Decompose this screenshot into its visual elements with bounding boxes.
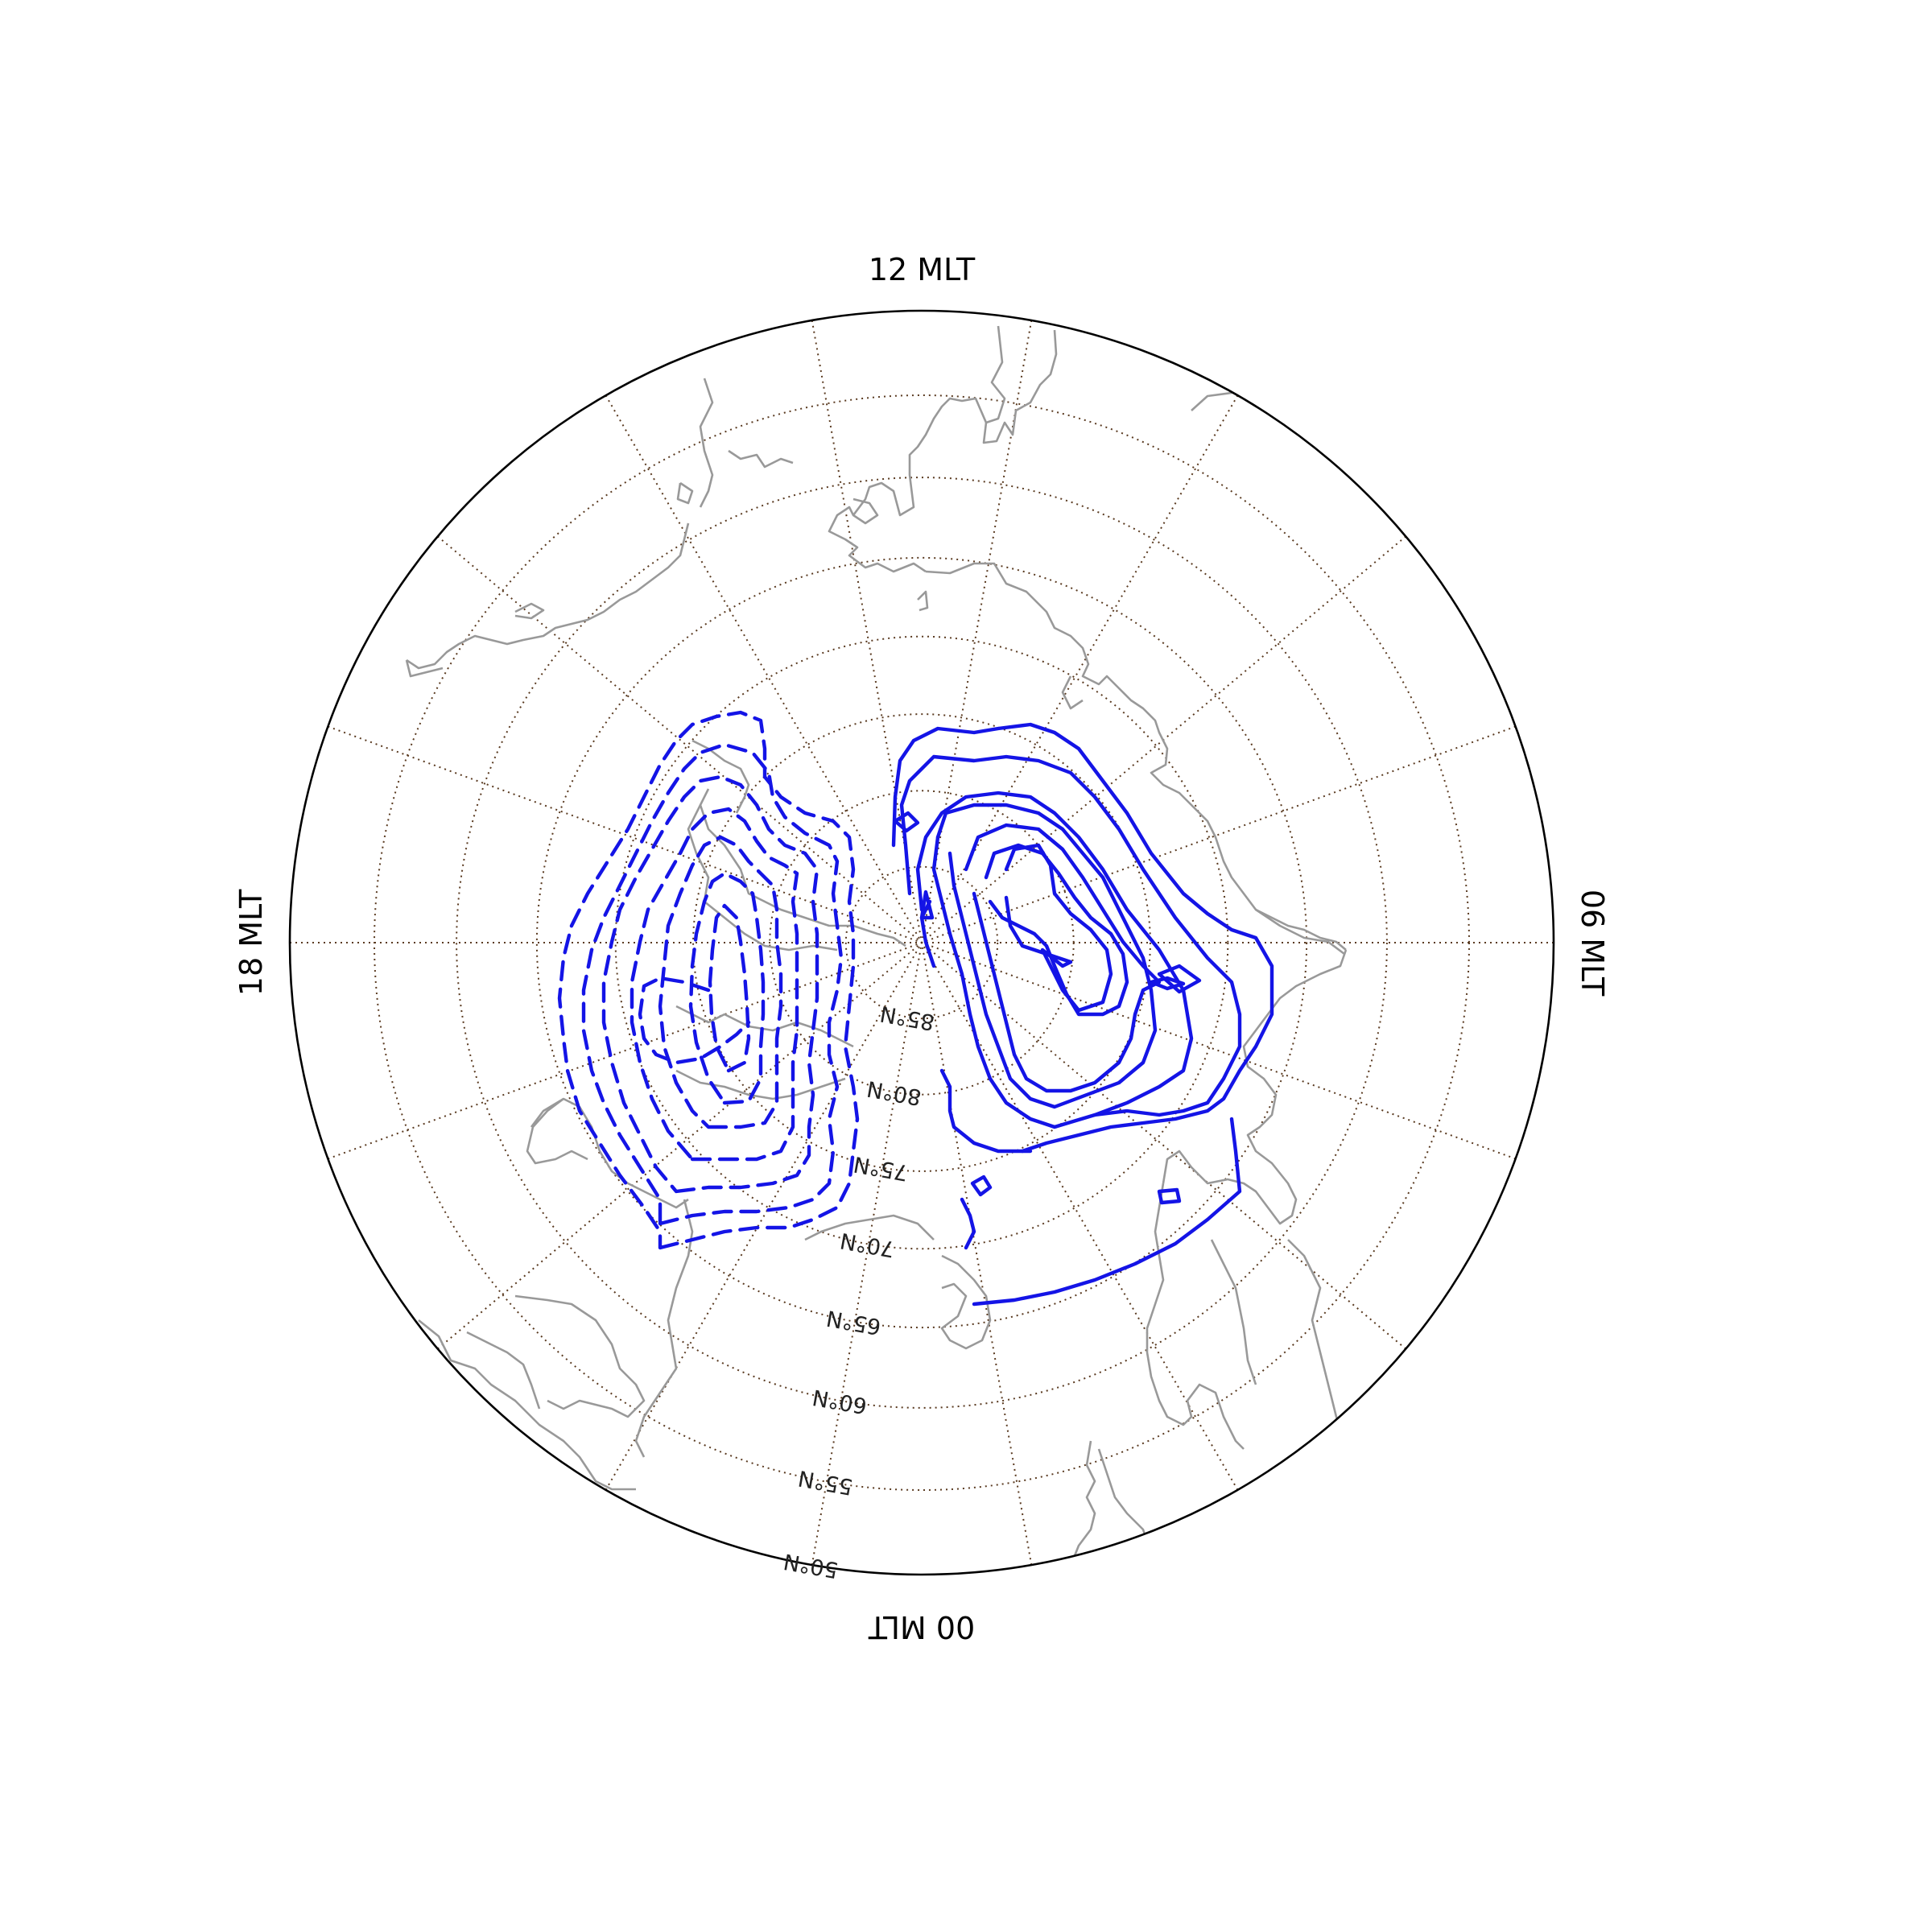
latitude-circle [844,865,999,1020]
negative-contour [581,742,844,1226]
latitude-label: 85°N [878,1001,936,1034]
latitude-circle [614,635,1229,1250]
mlt-label-noon: 12 MLT [869,252,976,287]
latitude-label: 80°N [865,1075,923,1109]
coastline [1061,675,1084,710]
positive-contour [939,1068,1033,1154]
latitude-label: 50°N [782,1548,840,1582]
coastline [466,1331,541,1410]
negative-contour [658,835,783,1129]
latitude-label: 65°N [824,1305,882,1339]
latitude-circle [535,556,1308,1329]
coastline [699,788,906,947]
negative-contour [708,903,751,1073]
coastline [1255,908,1345,956]
meridian-line [327,725,1517,1160]
coastline [1191,365,1320,411]
latitude-label: 75°N [852,1151,910,1185]
negative-contour [557,710,860,1250]
coastline [917,590,929,612]
positive-contour [935,803,1158,1109]
coastline [406,522,690,670]
positive-contour [1157,1187,1182,1205]
coastline [828,397,988,573]
mlt-label-midnight: 00 MLT [868,1609,975,1645]
coastline [405,659,444,678]
coastline [852,497,879,525]
coastline [925,562,1347,951]
latitude-label: 70°N [838,1228,896,1261]
latitude-circle [692,713,1151,1172]
mlt-label-dawn: 06 MLT [1575,890,1610,997]
negative-contour [630,807,799,1162]
coastline [1146,1183,1245,1450]
coastline [1097,1448,1153,1554]
coastline [634,1199,694,1458]
positive-contour [915,791,1194,1129]
latitude-circle [456,477,1388,1409]
coastline [676,481,694,505]
coastline [526,1097,588,1165]
coastline [982,325,1058,444]
coastline [514,602,545,620]
positive-contour [1149,976,1186,991]
positive-contour [964,823,1162,1093]
coastline [1287,1239,1354,1458]
coastline [940,1254,992,1350]
coastline [418,1319,636,1491]
coastline [699,378,714,508]
mlt-label-dusk: 18 MLT [233,889,269,996]
coastline [514,1294,646,1418]
map-boundary [288,309,1555,1576]
coastline [675,1069,846,1100]
negative-contour [688,871,766,1105]
latitude-labels: 85°N 80°N 75°N 70°N 65°N 60°N 55°N 50°N [782,1001,936,1583]
coastlines [405,325,1354,1567]
coastline [687,804,838,952]
negative-contour [601,774,819,1194]
negative-contour [638,976,751,1065]
positive-contour [960,1197,976,1250]
positive-contour [899,754,1242,1117]
positive-contour [919,899,936,968]
latitude-label: 55°N [796,1465,854,1499]
graticule [290,320,1554,1566]
coastline [728,449,794,469]
latitude-label: 60°N [811,1384,869,1418]
positive-contour [919,890,935,920]
coastline [804,1214,935,1241]
contours [557,710,1274,1307]
positive-contour [972,1117,1242,1307]
positive-contour [891,722,1274,1154]
positive-contour [893,811,920,833]
positive-contour [970,1174,993,1197]
negative-contours [557,710,860,1250]
coastline [1210,1239,1257,1385]
positive-contour [1004,843,1113,1013]
coastline [1069,1440,1096,1567]
